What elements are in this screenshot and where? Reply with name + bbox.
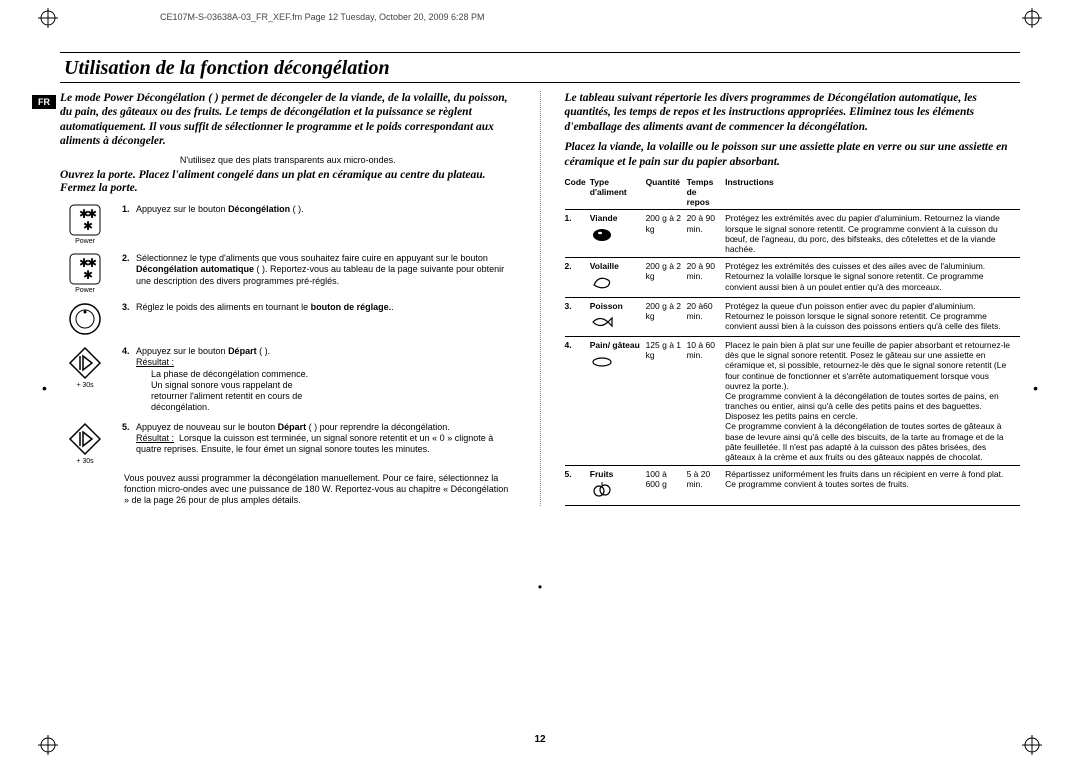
step-row: ✱✱✱Power2.Sélectionnez le type d'aliment… bbox=[60, 253, 516, 294]
crop-mark-tr bbox=[1022, 8, 1042, 28]
th-instr: Instructions bbox=[725, 175, 1020, 210]
cell-time: 20 à 90 min. bbox=[687, 210, 726, 258]
svg-text:✱: ✱ bbox=[83, 219, 93, 233]
step-icon-label: Power bbox=[60, 287, 110, 294]
step-icon: ✱✱✱Power bbox=[60, 204, 110, 245]
step-icon-label: + 30s bbox=[60, 458, 110, 465]
step-number: 4. bbox=[122, 346, 136, 357]
step-number: 3. bbox=[122, 302, 136, 313]
cell-code: 3. bbox=[565, 297, 590, 336]
step-text: 5.Appuyez de nouveau sur le bouton Dépar… bbox=[122, 422, 516, 465]
cell-code: 5. bbox=[565, 466, 590, 505]
cell-type: Viande bbox=[590, 210, 646, 258]
step-icon bbox=[60, 302, 110, 338]
cell-qty: 200 g à 2 kg bbox=[646, 297, 687, 336]
cell-code: 2. bbox=[565, 258, 590, 297]
poultry-icon bbox=[590, 273, 642, 293]
right-intro: Le tableau suivant répertorie les divers… bbox=[565, 91, 1021, 134]
table-row: 3.Poisson200 g à 2 kg20 à60 min.Protégez… bbox=[565, 297, 1021, 336]
table-row: 5.Fruits100 à 600 g5 à 20 min.Répartisse… bbox=[565, 466, 1021, 505]
fish-icon bbox=[590, 313, 642, 333]
step-icon: + 30s bbox=[60, 422, 110, 465]
step-row: + 30s 4.Appuyez sur le bouton Départ ( ).… bbox=[60, 346, 516, 414]
step-row: ✱✱✱Power1.Appuyez sur le bouton Décongél… bbox=[60, 204, 516, 245]
step-body: Appuyez sur le bouton Départ ( ).Résulta… bbox=[136, 346, 514, 414]
th-code: Code bbox=[565, 175, 590, 210]
steps-list: ✱✱✱Power1.Appuyez sur le bouton Décongél… bbox=[60, 204, 516, 465]
th-time: Temps de repos bbox=[687, 175, 726, 210]
step-number: 5. bbox=[122, 422, 136, 433]
step-icon: + 30s bbox=[60, 346, 110, 414]
step-body: Appuyez sur le bouton Décongélation ( ). bbox=[136, 204, 514, 215]
cell-time: 10 à 60 min. bbox=[687, 336, 726, 465]
rule-bottom bbox=[60, 82, 1020, 83]
cell-qty: 200 g à 2 kg bbox=[646, 258, 687, 297]
bread-icon bbox=[590, 352, 642, 372]
step-text: 4.Appuyez sur le bouton Départ ( ).Résul… bbox=[122, 346, 516, 414]
fold-dot-right: • bbox=[1033, 380, 1038, 396]
page-number: 12 bbox=[0, 734, 1080, 745]
step-icon-label: Power bbox=[60, 238, 110, 245]
language-tab: FR bbox=[32, 95, 56, 109]
table-row: 2.Volaille200 g à 2 kg20 à 90 min.Protég… bbox=[565, 258, 1021, 297]
cell-type: Pain/ gâteau bbox=[590, 336, 646, 465]
step-icon: ✱✱✱Power bbox=[60, 253, 110, 294]
cell-qty: 100 à 600 g bbox=[646, 466, 687, 505]
cell-instr: Protégez la queue d'un poisson entier av… bbox=[725, 297, 1020, 336]
table-row: 1.Viande200 g à 2 kg20 à 90 min.Protégez… bbox=[565, 210, 1021, 258]
manual-defrost-note: Vous pouvez aussi programmer la décongél… bbox=[124, 473, 516, 507]
step-row: 3.Réglez le poids des aliments en tourna… bbox=[60, 302, 516, 338]
cell-time: 20 à60 min. bbox=[687, 297, 726, 336]
cell-instr: Répartissez uniformément les fruits dans… bbox=[725, 466, 1020, 505]
step-body: Appuyez de nouveau sur le bouton Départ … bbox=[136, 422, 514, 456]
defrost-table-body: 1.Viande200 g à 2 kg20 à 90 min.Protégez… bbox=[565, 210, 1021, 505]
cell-instr: Protégez les extrémités avec du papier d… bbox=[725, 210, 1020, 258]
cell-instr: Placez le pain bien à plat sur une feuil… bbox=[725, 336, 1020, 465]
step-body: Sélectionnez le type d'aliments que vous… bbox=[136, 253, 514, 287]
cell-type: Fruits bbox=[590, 466, 646, 505]
table-row: 4.Pain/ gâteau125 g à 1 kg10 à 60 min.Pl… bbox=[565, 336, 1021, 465]
center-dot: • bbox=[538, 580, 542, 594]
th-type: Type d'aliment bbox=[590, 175, 646, 210]
page-title: Utilisation de la fonction décongélation bbox=[64, 57, 1020, 80]
left-intro: Le mode Power Décongélation ( ) permet d… bbox=[60, 91, 516, 149]
left-column: FR Le mode Power Décongélation ( ) perme… bbox=[60, 91, 516, 506]
manual-page: • • CE107M-S-03638A-03_FR_XEF.fm Page 12… bbox=[0, 0, 1080, 763]
th-qty: Quantité bbox=[646, 175, 687, 210]
transparent-dish-note: N'utilisez que des plats transparents au… bbox=[60, 155, 516, 165]
cell-instr: Protégez les extrémités des cuisses et d… bbox=[725, 258, 1020, 297]
cell-code: 4. bbox=[565, 336, 590, 465]
fold-dot-left: • bbox=[42, 380, 47, 396]
meat-icon bbox=[590, 226, 642, 246]
svg-text:✱: ✱ bbox=[83, 268, 93, 282]
cell-qty: 200 g à 2 kg bbox=[646, 210, 687, 258]
file-header: CE107M-S-03638A-03_FR_XEF.fm Page 12 Tue… bbox=[160, 12, 1020, 22]
cell-qty: 125 g à 1 kg bbox=[646, 336, 687, 465]
step-number: 2. bbox=[122, 253, 136, 264]
defrost-table: Code Type d'aliment Quantité Temps de re… bbox=[565, 175, 1021, 506]
right-sub: Placez la viande, la volaille ou le pois… bbox=[565, 140, 1021, 169]
step-text: 1.Appuyez sur le bouton Décongélation ( … bbox=[122, 204, 516, 245]
fruit-icon bbox=[590, 481, 642, 501]
crop-mark-tl bbox=[38, 8, 58, 28]
step-text: 3.Réglez le poids des aliments en tourna… bbox=[122, 302, 516, 338]
step-row: + 30s 5.Appuyez de nouveau sur le bouton … bbox=[60, 422, 516, 465]
step-text: 2.Sélectionnez le type d'aliments que vo… bbox=[122, 253, 516, 294]
cell-type: Poisson bbox=[590, 297, 646, 336]
right-column: Le tableau suivant répertorie les divers… bbox=[540, 91, 1021, 506]
cell-time: 20 à 90 min. bbox=[687, 258, 726, 297]
step-icon-label: + 30s bbox=[60, 382, 110, 389]
cell-time: 5 à 20 min. bbox=[687, 466, 726, 505]
cell-code: 1. bbox=[565, 210, 590, 258]
step-number: 1. bbox=[122, 204, 136, 215]
cell-type: Volaille bbox=[590, 258, 646, 297]
rule-top bbox=[60, 52, 1020, 53]
step-body: Réglez le poids des aliments en tournant… bbox=[136, 302, 514, 313]
left-sub: Ouvrez la porte. Placez l'aliment congel… bbox=[60, 169, 516, 197]
